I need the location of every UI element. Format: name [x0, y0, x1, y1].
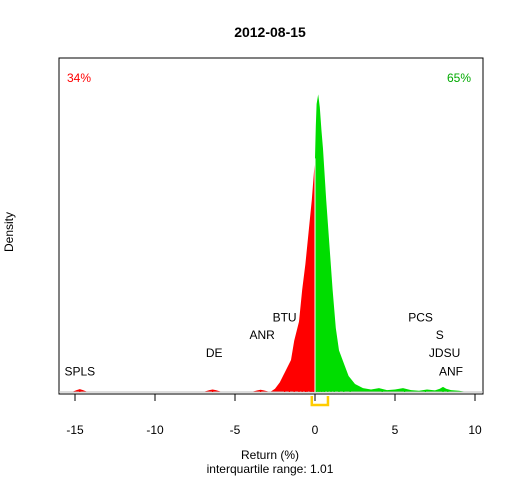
- x-tick-label: -10: [146, 423, 164, 437]
- x-tick-label: -15: [66, 423, 84, 437]
- plot-frame: [58, 57, 484, 395]
- x-tick-label: 5: [392, 423, 399, 437]
- percent-negative: 34%: [67, 71, 91, 85]
- chart-title: 2012-08-15: [234, 24, 306, 40]
- x-tick-label: 0: [312, 423, 319, 437]
- negative-density-area: [59, 158, 315, 392]
- ticker-label: BTU: [273, 311, 297, 325]
- x-axis: -15 -10 -5 0 5 10: [66, 393, 482, 437]
- ticker-label: PCS: [408, 311, 433, 325]
- y-axis-label: Density: [2, 212, 16, 252]
- ticker-label: ANR: [250, 328, 276, 342]
- percent-positive: 65%: [447, 71, 471, 85]
- positive-density-area: [315, 94, 483, 393]
- x-axis-label: Return (%): [241, 448, 299, 462]
- x-tick-label: 10: [468, 423, 482, 437]
- ticker-label: S: [436, 328, 444, 342]
- ticker-label: JDSU: [429, 346, 460, 360]
- ticker-label: DE: [206, 346, 223, 360]
- iqr-label: interquartile range: 1.01: [207, 462, 334, 476]
- x-tick-label: -5: [230, 423, 241, 437]
- ticker-label: SPLS: [64, 364, 95, 378]
- iqr-bracket: [310, 396, 330, 407]
- ticker-label: ANF: [439, 364, 463, 378]
